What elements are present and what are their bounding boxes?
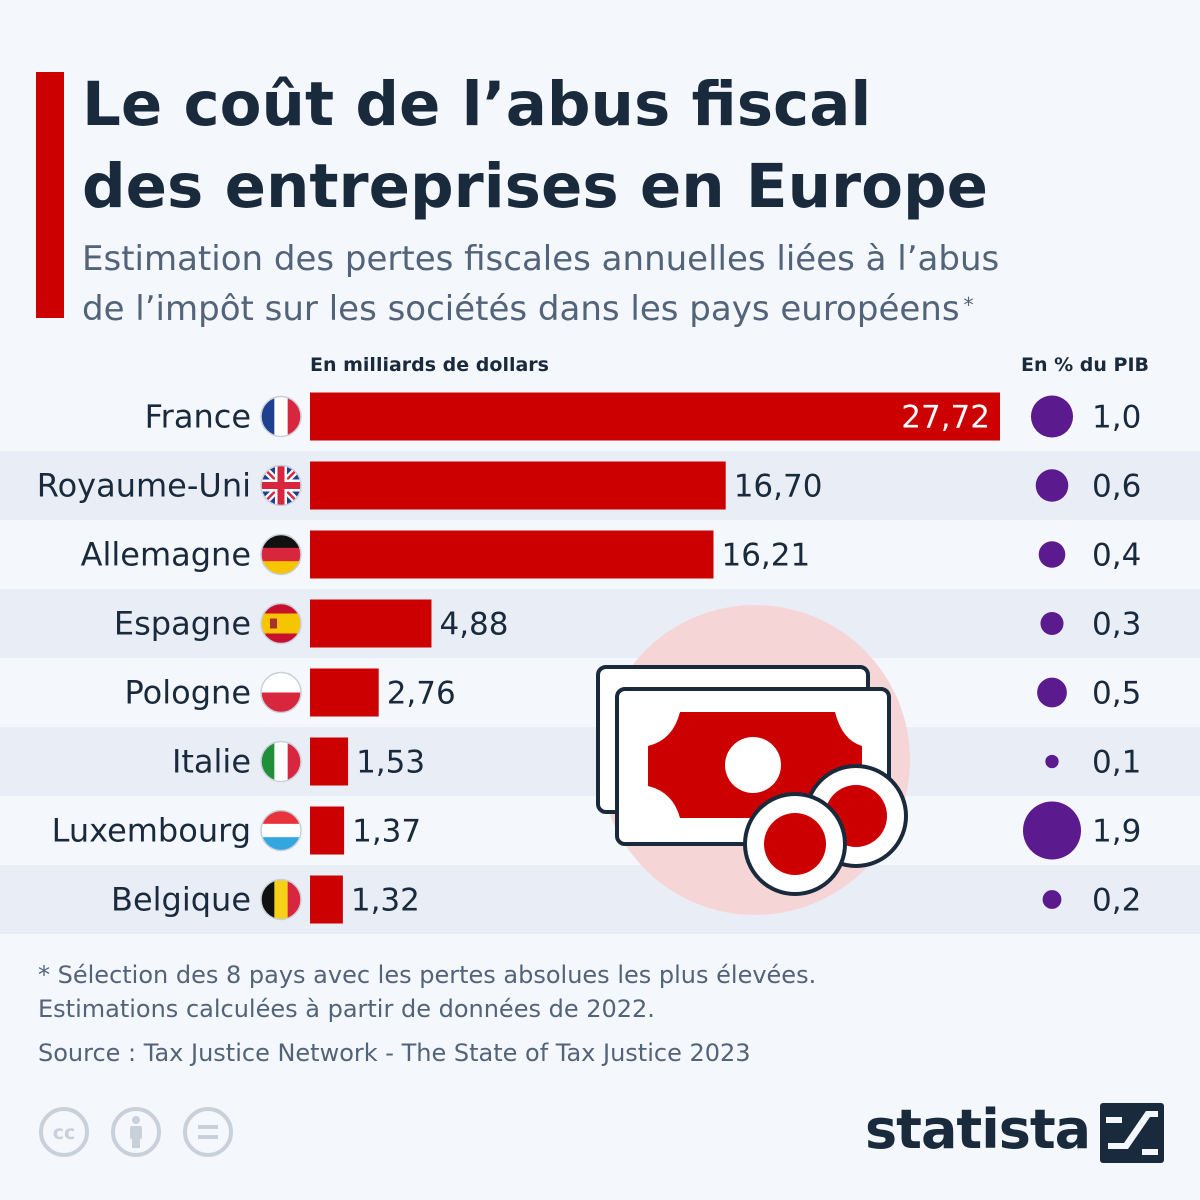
title-line-2: des entreprises en Europe (82, 151, 989, 222)
gdp-label: 0,5 (1092, 676, 1141, 712)
footnote-line-1: * Sélection des 8 pays avec les pertes a… (38, 961, 817, 989)
row-stripe (0, 865, 1200, 934)
gdp-bubble (1045, 754, 1059, 769)
value-label: 1,32 (351, 883, 420, 919)
gdp-label: 0,6 (1092, 469, 1141, 505)
gdp-label: 0,4 (1092, 538, 1141, 574)
category-label: Belgique (111, 881, 251, 919)
gdp-bubble (1035, 469, 1069, 502)
bar-row: Italie 1,53 0,1 (172, 737, 1141, 786)
bar-row: France 27,72 1,0 (145, 392, 1141, 441)
bar-row: Pologne 2,76 0,5 (125, 668, 1141, 717)
category-label: Allemagne (81, 536, 251, 574)
gdp-bubble (1042, 890, 1062, 909)
category-label: Espagne (114, 605, 251, 643)
footnote: * Sélection des 8 pays avec les pertes a… (38, 958, 1038, 1026)
flag-luxembourg-icon (260, 809, 302, 852)
category-label: Royaume-Uni (37, 467, 251, 505)
statista-logo-icon (1100, 1103, 1164, 1163)
chart-subtitle: Estimation des pertes fiscales annuelles… (82, 234, 1172, 334)
gdp-label: 1,0 (1092, 400, 1141, 436)
value-label: 1,53 (356, 745, 425, 781)
gdp-bubble (1038, 541, 1066, 568)
bar (310, 599, 432, 648)
brand-logo[interactable]: statista (865, 1098, 1091, 1161)
flag-poland-icon (260, 671, 302, 714)
row-stripe (0, 589, 1200, 658)
category-label: France (145, 398, 251, 436)
gdp-label: 0,1 (1092, 745, 1141, 781)
flag-italy-icon (260, 740, 302, 783)
value-label: 16,70 (734, 469, 823, 505)
title-line-1: Le coût de l’abus fiscal (82, 69, 872, 140)
bar (310, 668, 379, 717)
value-label: 2,76 (387, 676, 456, 712)
flag-belgium-icon (260, 878, 302, 921)
subtitle-footnote-mark: * (963, 293, 974, 317)
footnote-line-2: Estimations calculées à partir de donnée… (38, 995, 655, 1023)
value-label: 16,21 (721, 538, 810, 574)
bar-row: Luxembourg 1,37 1,9 (52, 801, 1141, 860)
gdp-label: 0,3 (1092, 607, 1141, 643)
title-accent-bar (36, 72, 64, 318)
svg-text:cc: cc (53, 1122, 76, 1144)
bar (310, 530, 714, 579)
flag-spain-icon (260, 602, 302, 645)
chart-title: Le coût de l’abus fiscal des entreprises… (82, 64, 1172, 228)
subtitle-line-2: de l’impôt sur les sociétés dans les pay… (82, 289, 960, 329)
category-label: Italie (172, 743, 251, 781)
gdp-bubble (1023, 801, 1081, 860)
flag-uk-icon (260, 464, 302, 507)
gdp-axis-label: En % du PIB (1021, 354, 1149, 376)
gdp-bubble (1030, 395, 1074, 438)
banknotes-coins-icon (596, 605, 910, 915)
bar (310, 461, 726, 510)
bar (310, 806, 345, 855)
bar-row: Belgique 1,32 0,2 (111, 875, 1141, 924)
bar-row: Espagne 4,88 0,3 (114, 599, 1141, 648)
gdp-bubble (1037, 677, 1067, 708)
flag-germany-icon (260, 533, 302, 576)
source-note: Source : Tax Justice Network - The State… (38, 1039, 751, 1067)
bar-row: Royaume-Uni 16,70 0,6 (37, 461, 1141, 510)
bar (310, 392, 1000, 441)
subtitle-line-1: Estimation des pertes fiscales annuelles… (82, 239, 1000, 279)
value-label: 27,72 (901, 400, 990, 436)
value-label: 1,37 (352, 814, 421, 850)
category-label: Luxembourg (52, 812, 251, 850)
gdp-bubble (1040, 611, 1064, 636)
value-label: 4,88 (439, 607, 508, 643)
cc-icon[interactable]: cc (38, 1106, 90, 1158)
category-label: Pologne (125, 674, 251, 712)
gdp-label: 0,2 (1092, 883, 1141, 919)
nd-icon[interactable] (182, 1106, 234, 1158)
bar-row: Allemagne 16,21 0,4 (81, 530, 1141, 579)
bar (310, 875, 343, 924)
gdp-label: 1,9 (1092, 814, 1141, 850)
flag-france-icon (260, 395, 302, 438)
bar (310, 737, 349, 786)
by-icon[interactable] (110, 1106, 162, 1158)
bar-axis-label: En milliards de dollars (310, 354, 549, 376)
